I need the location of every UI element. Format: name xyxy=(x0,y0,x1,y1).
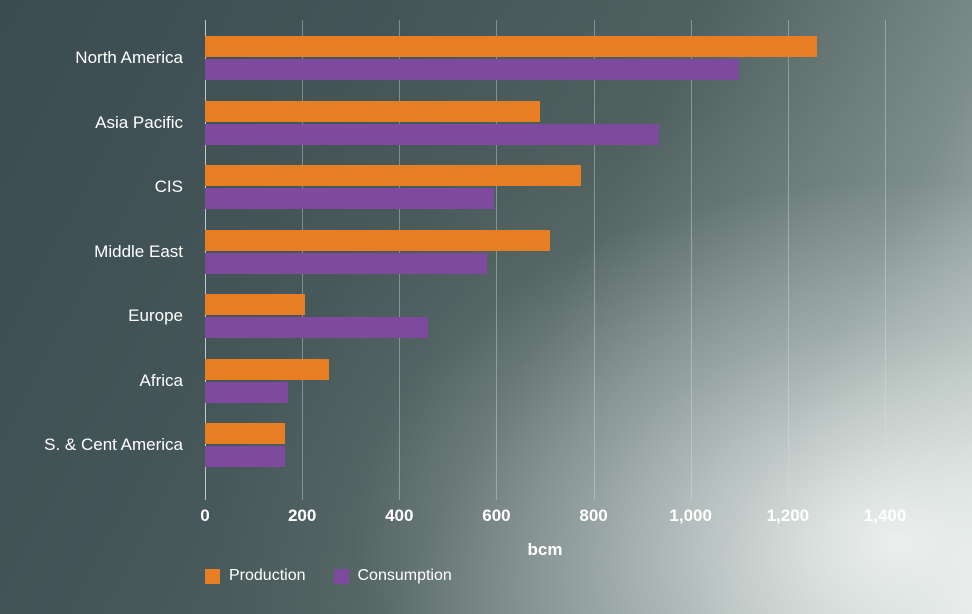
bar-rows: North America Asia Pacific CIS Middle East E… xyxy=(44,26,885,478)
x-axis: 0 200 400 600 800 1,000 1,200 1,400 xyxy=(200,506,906,528)
production-swatch xyxy=(205,568,220,584)
legend-label-production: Production xyxy=(229,567,306,584)
bar-group: North America xyxy=(75,26,885,91)
x-tick-label: 0 xyxy=(200,506,210,525)
legend-label-consumption: Consumption xyxy=(357,567,452,584)
bar-group: Asia Pacific xyxy=(95,91,885,156)
gridline xyxy=(496,20,498,500)
category-label: S. & Cent America xyxy=(44,435,183,455)
production-bar xyxy=(205,100,541,122)
category-label: Middle East xyxy=(94,241,183,261)
plot-area: North America Asia Pacific CIS Middle East E… xyxy=(44,20,886,500)
consumption-bar xyxy=(205,123,660,145)
category-label: North America xyxy=(75,48,183,68)
consumption-bar xyxy=(205,317,429,339)
production-bar xyxy=(205,36,817,58)
production-bar xyxy=(205,294,305,316)
x-tick-label: 1,000 xyxy=(669,506,712,525)
bar-group: Middle East xyxy=(94,220,885,285)
consumption-bar xyxy=(205,381,288,403)
x-axis-title: bcm xyxy=(527,540,563,559)
consumption-bar xyxy=(205,188,494,210)
consumption-bar xyxy=(205,446,286,468)
gridline xyxy=(787,20,789,500)
x-tick-label: 200 xyxy=(287,506,317,525)
x-tick-label: 1,400 xyxy=(863,506,907,525)
category-label: Asia Pacific xyxy=(95,112,183,132)
consumption-bar xyxy=(205,59,740,81)
category-label: Africa xyxy=(139,370,183,390)
gridline xyxy=(593,20,595,500)
bar-group: Europe xyxy=(128,284,885,349)
bar-group: CIS xyxy=(155,155,885,220)
legend: Production Consumption xyxy=(205,567,452,585)
legend-item-consumption: Consumption xyxy=(333,567,452,585)
production-bar xyxy=(205,165,582,187)
bar-group: S. & Cent America xyxy=(44,413,885,478)
gridline xyxy=(690,20,692,500)
gridline xyxy=(885,20,886,500)
consumption-bar xyxy=(205,252,487,274)
bar-group: Africa xyxy=(140,349,885,414)
x-tick-label: 800 xyxy=(579,506,608,525)
category-label: Europe xyxy=(128,306,183,326)
production-bar xyxy=(205,423,286,445)
consumption-swatch xyxy=(333,568,349,584)
category-label: CIS xyxy=(154,177,183,197)
legend-item-production: Production xyxy=(205,567,306,585)
x-tick-label: 400 xyxy=(385,506,414,525)
production-bar xyxy=(205,229,550,251)
x-tick-label: 1,200 xyxy=(766,506,810,525)
x-tick-label: 600 xyxy=(482,506,511,525)
production-bar xyxy=(205,358,329,380)
